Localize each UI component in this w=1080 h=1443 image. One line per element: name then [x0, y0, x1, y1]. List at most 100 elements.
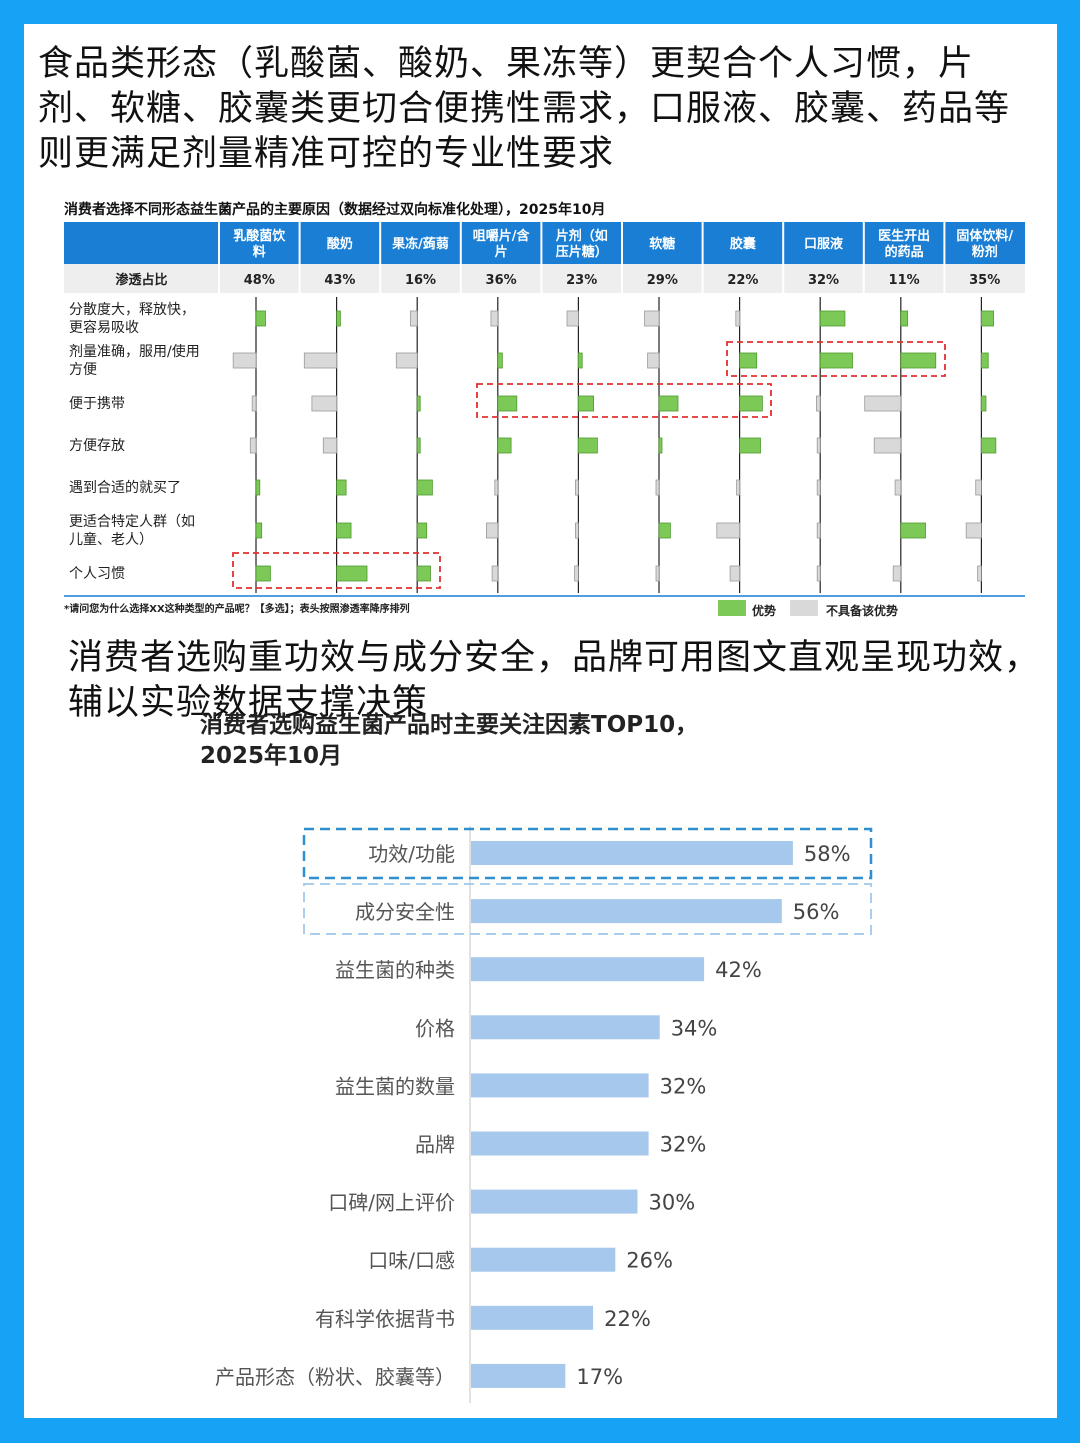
matrix-bar-r0-c6 — [735, 310, 740, 327]
matrix-bar-r3-c7 — [816, 437, 821, 454]
matrix-bar-r1-c7 — [819, 352, 853, 369]
matrix-bar-r2-c2 — [416, 395, 421, 412]
column-header-1: 酸奶 — [327, 236, 353, 252]
matrix-bar-r5-c6 — [716, 522, 740, 539]
matrix-bar-r0-c2 — [409, 310, 418, 327]
column-header-8: 医生开出 — [878, 228, 930, 244]
penetration-value-4: 23% — [566, 273, 597, 288]
penetration-label: 渗透占比 — [115, 272, 167, 288]
matrix-bar-r1-c8 — [900, 352, 937, 369]
matrix-bar-r6-c0 — [255, 565, 271, 582]
headline-middle: 消费者选购重功效与成分安全，品牌可用图文直观呈现功效，辅以实验数据支撑决策 — [68, 638, 1041, 723]
matrix-bar-r5-c9 — [965, 522, 982, 539]
column-header-3: 咀嚼片/含 — [473, 228, 531, 244]
column-header-9: 粉剂 — [972, 244, 998, 260]
row-label-1: 方便 — [69, 362, 97, 378]
penetration-value-1: 43% — [324, 273, 355, 288]
column-header-8: 的药品 — [885, 244, 924, 260]
penetration-value-0: 48% — [244, 273, 275, 288]
column-header-5: 软糖 — [649, 236, 675, 252]
matrix-bar-r6-c4 — [574, 565, 579, 582]
matrix-bar-r3-c3 — [497, 437, 512, 454]
penetration-value-2: 16% — [405, 273, 436, 288]
row-label-3: 方便存放 — [69, 438, 125, 454]
column-header-6: 胶囊 — [730, 236, 757, 252]
matrix-bar-r4-c3 — [494, 479, 499, 496]
matrix-bar-r1-c4 — [578, 352, 583, 369]
row-label-0: 更容易吸收 — [69, 319, 139, 336]
matrix-bar-r1-c5 — [647, 352, 660, 369]
matrix-bar-r4-c1 — [336, 479, 347, 496]
matrix-bar-r1-c1 — [303, 352, 337, 369]
matrix-bar-r2-c8 — [864, 395, 902, 412]
highlight-box-habit — [232, 552, 441, 589]
column-header-3: 片 — [495, 244, 508, 260]
matrix-bar-r3-c8 — [873, 437, 902, 454]
row-label-2: 便于携带 — [69, 396, 125, 412]
matrix-bar-r3-c4 — [578, 437, 598, 454]
column-header-9: 固体饮料/ — [956, 228, 1013, 244]
penetration-value-9: 35% — [969, 273, 1000, 288]
matrix-bar-r3-c9 — [981, 437, 997, 454]
bar-chart-title-line-2: 2025年10月 — [200, 743, 343, 769]
row-label-6: 个人习惯 — [69, 565, 125, 582]
matrix-bar-r6-c6 — [729, 565, 740, 582]
matrix-bar-r0-c3 — [490, 310, 499, 327]
matrix-bar-r6-c1 — [336, 565, 368, 582]
matrix-bar-r6-c2 — [416, 565, 431, 582]
matrix-bar-r4-c8 — [894, 479, 902, 496]
matrix-bar-r6-c9 — [977, 565, 982, 582]
matrix-bar-r3-c5 — [658, 437, 663, 454]
matrix-bar-r2-c0 — [251, 395, 257, 412]
highlight-box-dosage — [726, 341, 946, 377]
matrix-bar-r0-c1 — [336, 310, 341, 327]
legend-swatch-advantage — [718, 600, 746, 616]
matrix-bar-r0-c5 — [644, 310, 660, 327]
matrix-bar-r1-c6 — [739, 352, 758, 369]
column-header-4: 片剂（如 — [556, 228, 608, 244]
matrix-bar-r2-c9 — [981, 395, 987, 412]
matrix-bar-r0-c7 — [819, 310, 846, 327]
matrix-bar-r4-c6 — [736, 479, 740, 496]
legend-label-advantage: 优势 — [752, 603, 776, 618]
column-header-2: 果冻/蒟蒻 — [391, 236, 449, 252]
bar-chart-title: 消费者选购益生菌产品时主要关注因素TOP10， 2025年10月 — [200, 710, 698, 772]
matrix-bar-r6-c7 — [816, 565, 821, 582]
penetration-value-6: 22% — [727, 273, 758, 288]
matrix-bar-r2-c7 — [816, 395, 821, 412]
matrix-bar-r2-c5 — [658, 395, 679, 412]
matrix-bar-r5-c0 — [255, 522, 263, 539]
matrix-bar-r2-c4 — [578, 395, 595, 412]
column-header-4: 压片糖） — [556, 244, 608, 260]
column-header-0: 乳酸菌饮 — [233, 228, 286, 244]
matrix-bar-r0-c0 — [255, 310, 266, 327]
penetration-value-7: 32% — [808, 273, 839, 288]
matrix-bar-r5-c5 — [658, 522, 671, 539]
highlight-box-portable — [476, 383, 772, 418]
matrix-header-band — [64, 222, 1025, 264]
row-label-1: 剂量准确，服用/使用 — [69, 343, 200, 360]
matrix-bar-r4-c9 — [975, 479, 982, 496]
legend-swatch-no-advantage — [790, 600, 818, 616]
matrix-bar-r3-c6 — [739, 437, 761, 454]
matrix-bar-r5-c8 — [900, 522, 926, 539]
matrix-bar-r1-c2 — [395, 352, 418, 369]
matrix-bar-r4-c0 — [255, 479, 261, 496]
row-label-0: 分散度大，释放快， — [69, 302, 195, 318]
legend-label-no-advantage: 不具备该优势 — [826, 603, 898, 618]
column-header-0: 料 — [253, 244, 266, 260]
matrix-bar-r2-c1 — [311, 395, 337, 412]
matrix-bar-r5-c7 — [816, 522, 821, 539]
penetration-row-band — [64, 264, 1025, 293]
matrix-bar-r3-c2 — [416, 437, 421, 454]
matrix-bar-r0-c4 — [566, 310, 579, 327]
matrix-bar-r0-c8 — [900, 310, 909, 327]
matrix-bar-r6-c8 — [892, 565, 902, 582]
matrix-bar-r5-c3 — [485, 522, 499, 539]
matrix-bar-r5-c2 — [416, 522, 428, 539]
matrix-bar-r4-c2 — [416, 479, 433, 496]
matrix-bar-r2-c6 — [739, 395, 763, 412]
matrix-footnote: *请问您为什么选择XX这种类型的产品呢？【多选】；表头按照渗透率降序排列 — [64, 602, 410, 615]
row-label-5: 儿童、老人） — [69, 531, 153, 548]
